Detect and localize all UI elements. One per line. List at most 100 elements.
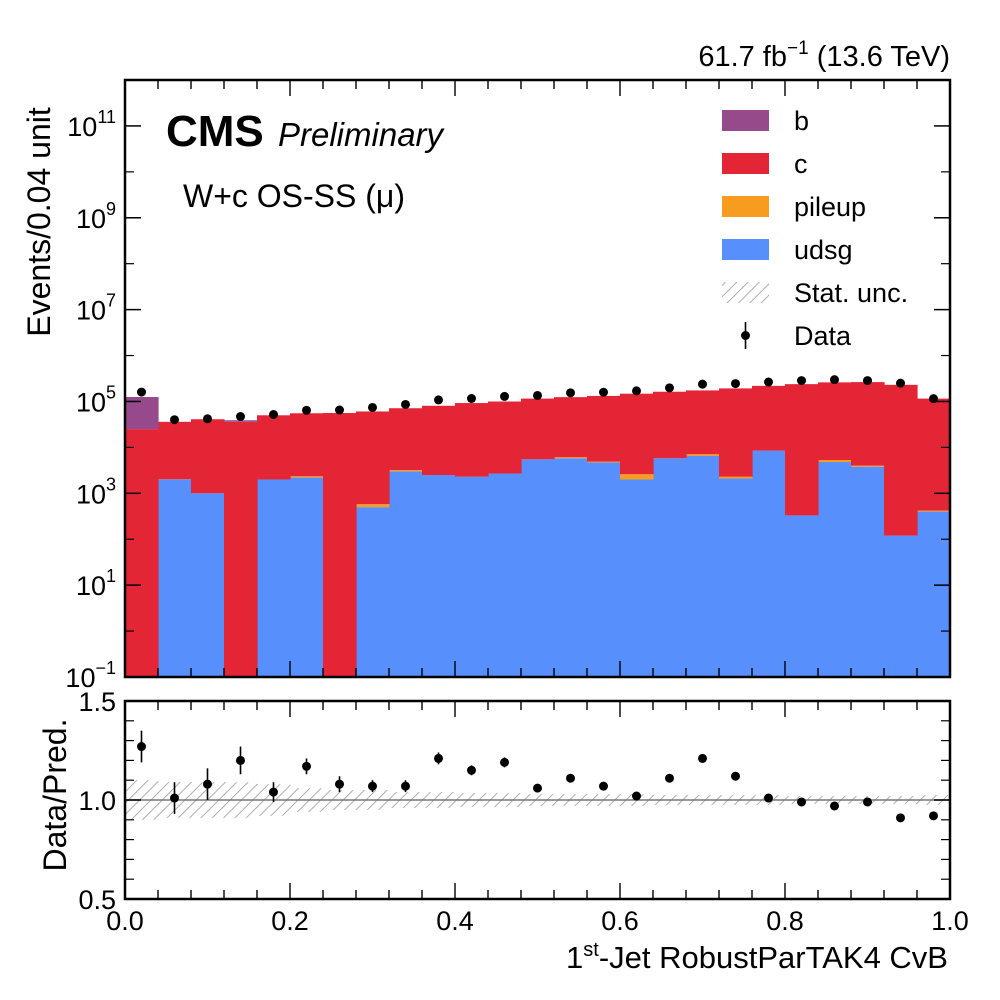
data-point bbox=[401, 399, 410, 409]
data-point bbox=[830, 375, 839, 385]
ratio-axis-ticks: 0.5 1.0 1.5 0.0 0.2 0.4 0.6 0.8 1.0 bbox=[78, 687, 968, 936]
data-point bbox=[434, 395, 443, 405]
data-point bbox=[797, 376, 806, 386]
ratio-point bbox=[632, 791, 641, 801]
data-point bbox=[599, 387, 608, 397]
ratio-point bbox=[533, 783, 542, 793]
ratio-point bbox=[500, 757, 509, 767]
bar-c bbox=[488, 401, 522, 474]
bar-udsg bbox=[488, 473, 522, 677]
data-point bbox=[698, 379, 707, 389]
x-tick-label: 0.0 bbox=[106, 906, 144, 936]
bar-pileup bbox=[851, 465, 885, 467]
legend-label: Data bbox=[794, 321, 852, 351]
bar-c bbox=[818, 382, 852, 461]
y-tick-label: 1011 bbox=[67, 107, 116, 142]
ratio-y-axis-label: Data/Pred. bbox=[37, 719, 73, 872]
ratio-point bbox=[203, 779, 212, 789]
bar-pileup bbox=[917, 510, 950, 512]
bar-udsg bbox=[719, 478, 753, 677]
data-point bbox=[896, 378, 905, 388]
bar-c bbox=[257, 415, 291, 480]
bar-udsg bbox=[785, 515, 819, 677]
bar-c bbox=[653, 391, 687, 459]
bar-udsg bbox=[290, 477, 324, 677]
data-point bbox=[467, 394, 476, 404]
main-y-axis-label: Events/0.04 unit bbox=[21, 107, 57, 337]
bar-c bbox=[884, 384, 918, 536]
bar-udsg bbox=[752, 450, 786, 677]
lumi-label: 61.7 fb−1 (13.6 TeV) bbox=[698, 38, 950, 73]
legend: bc pileup udsg Stat. unc. Data bbox=[722, 106, 908, 351]
bar-c bbox=[158, 421, 192, 480]
legend-marker-data bbox=[741, 331, 750, 340]
bar-c bbox=[917, 398, 950, 511]
bar-pileup bbox=[290, 476, 324, 478]
bar-c bbox=[719, 388, 753, 477]
legend-label: b bbox=[794, 106, 809, 136]
ratio-point bbox=[236, 755, 245, 765]
bar-udsg bbox=[818, 462, 852, 677]
y-tick-label: 103 bbox=[76, 474, 116, 509]
data-point bbox=[500, 391, 509, 401]
ratio-point bbox=[137, 742, 146, 752]
ratio-point bbox=[797, 797, 806, 807]
bar-udsg bbox=[191, 493, 225, 677]
x-tick-label: 1.0 bbox=[931, 906, 969, 936]
y-tick-label: 105 bbox=[76, 382, 116, 417]
ratio-point bbox=[764, 793, 773, 803]
ratio-point bbox=[830, 801, 839, 811]
bar-udsg bbox=[653, 458, 687, 677]
ratio-point bbox=[170, 793, 179, 803]
bar-c bbox=[389, 408, 423, 471]
bar-c bbox=[323, 413, 357, 677]
data-point bbox=[533, 390, 542, 400]
ratio-point bbox=[863, 797, 872, 807]
bar-c bbox=[191, 419, 225, 494]
bar-udsg bbox=[356, 507, 390, 677]
legend-swatch-udsg bbox=[722, 239, 769, 260]
data-points-main bbox=[137, 375, 938, 425]
ratio-point bbox=[269, 787, 278, 797]
x-tick-label: 0.6 bbox=[601, 906, 639, 936]
ratio-point bbox=[731, 771, 740, 781]
data-point bbox=[863, 376, 872, 386]
bar-udsg bbox=[158, 479, 192, 677]
x-tick-label: 0.4 bbox=[436, 906, 474, 936]
region-label: W+c OS-SS (μ) bbox=[183, 178, 405, 214]
bar-udsg bbox=[620, 479, 654, 677]
data-point bbox=[632, 386, 641, 396]
bar-c bbox=[224, 421, 258, 677]
x-tick-label: 0.2 bbox=[271, 906, 309, 936]
bar-c bbox=[851, 382, 885, 466]
legend-swatch-c bbox=[722, 153, 769, 174]
bar-b bbox=[125, 397, 159, 430]
bar-udsg bbox=[851, 466, 885, 677]
data-point bbox=[731, 379, 740, 389]
data-point bbox=[269, 410, 278, 420]
lumi-exponent: −1 bbox=[787, 38, 809, 59]
bar-udsg bbox=[455, 476, 489, 677]
ratio-point bbox=[698, 753, 707, 763]
ratio-point bbox=[599, 781, 608, 791]
bar-c bbox=[455, 403, 489, 477]
bar-udsg bbox=[554, 458, 588, 677]
main-plot-frame bbox=[123, 78, 952, 679]
y-tick-label: 107 bbox=[76, 291, 116, 326]
bar-pileup bbox=[719, 476, 753, 479]
preliminary-label: Preliminary bbox=[278, 116, 446, 153]
bar-c bbox=[521, 398, 555, 460]
data-point bbox=[764, 377, 773, 387]
ratio-point bbox=[566, 773, 575, 783]
main-axis-ticks: 10−1 101 103 105 107 109 1011 bbox=[65, 79, 951, 693]
ratio-point bbox=[434, 753, 443, 763]
y-tick-label: 10−1 bbox=[65, 658, 116, 693]
bar-c bbox=[587, 395, 621, 462]
ratio-y-tick-label: 1.5 bbox=[78, 687, 116, 717]
y-tick-label: 101 bbox=[76, 566, 116, 601]
legend-swatch-b bbox=[722, 110, 769, 131]
bar-udsg bbox=[884, 535, 918, 677]
legend-label: pileup bbox=[794, 192, 866, 222]
legend-label: c bbox=[794, 149, 808, 179]
ratio-point bbox=[929, 811, 938, 821]
